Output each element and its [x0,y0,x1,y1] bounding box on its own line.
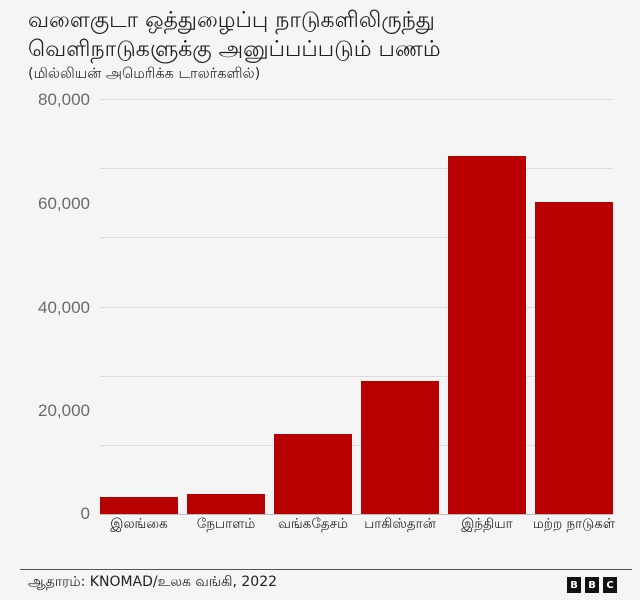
x-tick-label: நேபாளம் [196,516,256,532]
footer-divider [20,569,632,570]
bar-bangladesh [274,434,352,514]
bar-nepal [187,494,265,514]
bbc-logo: B B C [567,577,617,593]
chart-title-line-2: வெளிநாடுகளுக்கு அனுப்பப்படும் பணம் [28,37,441,62]
chart-title-line-1: வளைகுடா ஒத்துழைப்பு நாடுகளிலிருந்து [28,8,435,33]
gridline [100,445,613,446]
gridline [100,99,613,100]
bar-pakistan [361,381,439,514]
gridline [100,376,613,377]
y-tick-label: 40,000 [38,298,90,317]
y-tick-label: 0 [80,504,90,523]
y-tick-label: 60,000 [38,194,90,213]
bbc-logo-letter: C [603,577,617,593]
source-note: ஆதாரம்: KNOMAD/உலக வங்கி, 2022 [28,574,278,590]
x-tick-label: பாகிஸ்தான் [364,516,436,532]
gridline [100,237,613,238]
x-axis-baseline [100,514,613,515]
bar-chart-plot: 80,000 60,000 40,000 20,000 0 இலங்கை நேப… [38,90,616,532]
gridline [100,168,613,169]
gridline [100,307,613,308]
x-tick-label: இந்தியா [461,516,513,532]
x-tick-label: இலங்கை [110,516,168,532]
y-tick-label: 20,000 [38,401,90,420]
bar-india [448,156,526,514]
x-tick-label: மற்ற நாடுகள் [532,516,616,532]
chart-title: வளைகுடா ஒத்துழைப்பு நாடுகளிலிருந்து வெளி… [28,6,628,64]
chart-subtitle: (மில்லியன் அமெரிக்க டாலர்களில்) [28,66,261,82]
bar-sri-lanka [100,497,178,514]
bbc-logo-letter: B [567,577,581,593]
x-tick-label: வங்கதேசம் [277,516,349,532]
bar-other-countries [535,202,613,514]
y-tick-label: 80,000 [38,90,90,109]
bbc-logo-letter: B [585,577,599,593]
